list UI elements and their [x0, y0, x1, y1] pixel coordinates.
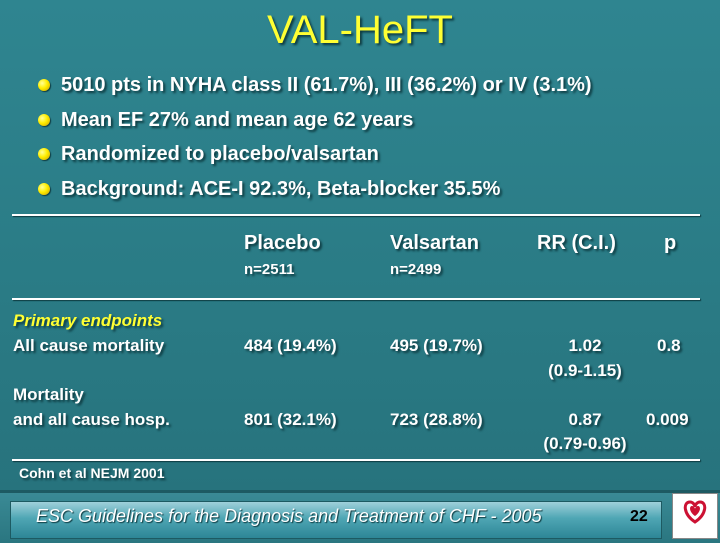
footer: [0, 490, 720, 543]
bullet-text: Randomized to placebo/valsartan: [61, 143, 379, 165]
bullet-item: Mean EF 27% and mean age 62 years: [38, 103, 708, 138]
cell-rr: 1.02: [568, 336, 602, 355]
cell-p: 0.8: [657, 336, 681, 355]
header-valsartan: Valsartan: [390, 232, 479, 254]
cell-valsartan: 495 (19.7%): [390, 336, 483, 355]
bullet-dot-icon: [38, 113, 50, 126]
bullet-item: Randomized to placebo/valsartan: [38, 137, 708, 172]
table-header-rule: [12, 298, 700, 300]
row-label-continued: and all cause hosp.: [13, 410, 170, 429]
header-placebo: Placebo: [244, 232, 321, 254]
cell-placebo: 801 (32.1%): [244, 410, 337, 429]
cell-valsartan: 723 (28.8%): [390, 410, 483, 429]
header-rr: RR (C.I.): [537, 232, 616, 254]
bullet-item: 5010 pts in NYHA class II (61.7%), III (…: [38, 68, 708, 103]
bullet-text: Mean EF 27% and mean age 62 years: [61, 108, 414, 131]
bullet-text: 5010 pts in NYHA class II (61.7%), III (…: [61, 74, 592, 96]
header-valsartan-n: n=2499: [390, 261, 442, 278]
heart-logo-icon: [683, 500, 707, 524]
bullet-dot-icon: [38, 148, 50, 160]
cell-ci: (0.79-0.96): [543, 434, 627, 453]
bullet-dot-icon: [38, 79, 50, 91]
table-bottom-rule: [12, 459, 700, 461]
page-number: 22: [630, 508, 648, 525]
section-label: Primary endpoints: [13, 311, 163, 330]
row-label: Mortality: [13, 385, 84, 404]
footer-bar: [10, 501, 662, 539]
table-top-rule: [12, 214, 700, 216]
cell-rr: 0.87: [568, 410, 602, 429]
header-p: p: [664, 232, 677, 254]
cell-placebo: 484 (19.4%): [244, 336, 337, 355]
slide-title: VAL-HeFT: [267, 8, 453, 52]
bullet-text: Background: ACE-I 92.3%, Beta-blocker 35…: [61, 177, 501, 200]
bullet-item: Background: ACE-I 92.3%, Beta-blocker 35…: [38, 172, 708, 207]
footer-text: ESC Guidelines for the Diagnosis and Tre…: [36, 506, 542, 526]
slide-background: [0, 0, 720, 490]
bullet-list: 5010 pts in NYHA class II (61.7%), III (…: [38, 68, 708, 206]
citation: Cohn et al NEJM 2001: [19, 465, 165, 481]
row-label: All cause mortality: [13, 336, 165, 355]
cell-ci: (0.9-1.15): [548, 361, 622, 380]
esc-logo: [672, 493, 718, 539]
header-placebo-n: n=2511: [244, 261, 295, 278]
bullet-dot-icon: [38, 182, 50, 195]
cell-p: 0.009: [646, 410, 689, 429]
